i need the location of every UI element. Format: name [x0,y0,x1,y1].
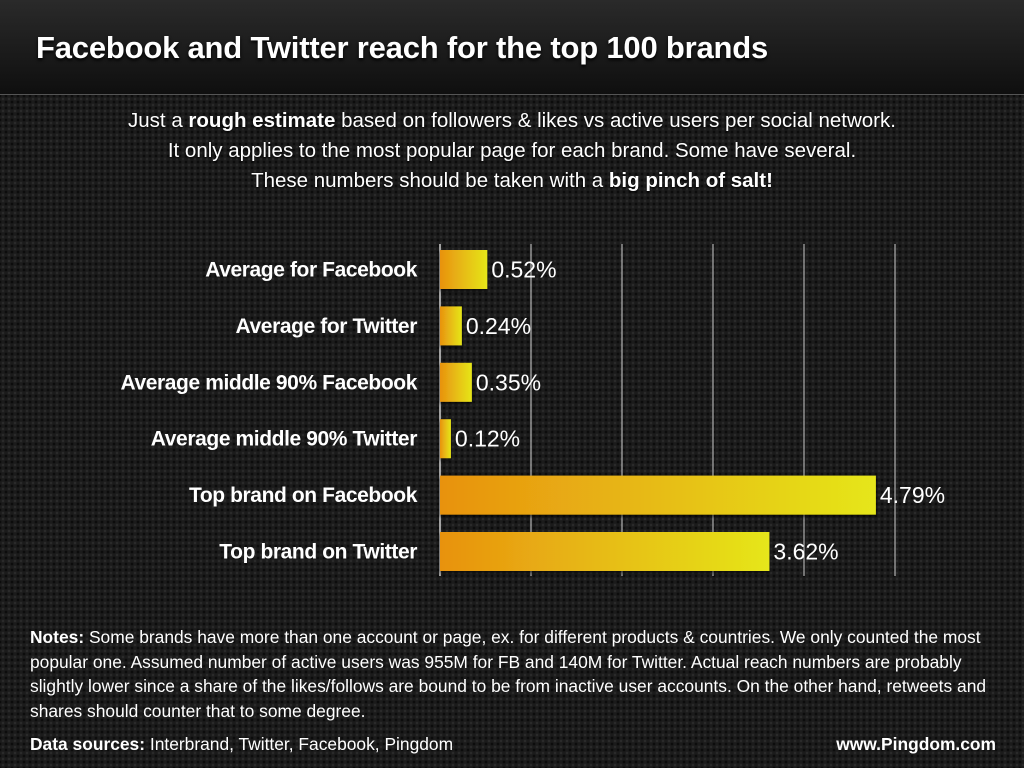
value-label: 0.35% [476,369,541,395]
bar [440,362,472,402]
notes-text: Some brands have more than one account o… [30,627,987,721]
value-label: 0.52% [491,257,556,283]
bar [440,475,876,515]
subtitle-line-3-pre: These numbers should be taken with a [251,169,609,192]
category-label: Average for Twitter [236,315,418,338]
category-label: Average for Facebook [205,259,418,282]
page-title: Facebook and Twitter reach for the top 1… [36,30,769,65]
category-label: Average middle 90% Twitter [151,428,417,451]
subtitle-line-1-post: based on followers & likes vs active use… [335,109,896,132]
subtitle-line-1: Just a rough estimate based on followers… [0,106,1024,136]
value-labels: 0.52% 0.24% 0.35% 0.12% 4.79% 3.62% [455,257,945,565]
subtitle-line-3-bold: big pinch of salt! [608,169,773,192]
grid-lines [439,244,896,576]
subtitle-line-1-bold: rough estimate [188,109,336,132]
title-bar: Facebook and Twitter reach for the top 1… [0,0,1024,95]
subtitle: Just a rough estimate based on followers… [0,106,1024,196]
bar [440,306,462,346]
category-label: Average middle 90% Facebook [120,371,417,394]
category-labels: Average for Facebook Average for Twitter A… [120,259,418,564]
subtitle-line-1-pre: Just a [128,109,189,132]
bar [440,250,488,289]
website-link[interactable]: www.Pingdom.com [836,734,996,754]
data-sources-text: Interbrand, Twitter, Facebook, Pingdom [145,734,454,754]
subtitle-line-2: It only applies to the most popular page… [167,139,857,162]
bars [440,250,876,571]
value-label: 3.62% [773,539,838,565]
notes: Notes: Some brands have more than one ac… [30,625,990,723]
category-label: Top brand on Facebook [189,484,418,507]
bar [440,532,770,571]
data-sources-label: Data sources: [30,734,146,754]
category-label: Top brand on Twitter [219,541,417,564]
value-label: 4.79% [880,482,945,508]
data-sources: Data sources: Interbrand, Twitter, Faceb… [30,734,453,755]
bar-chart: Average for Facebook Average for Twitter A… [120,244,945,576]
notes-label: Notes: [30,627,85,647]
bar [440,419,451,459]
value-label: 0.24% [466,313,531,339]
value-label: 0.12% [455,426,520,452]
subtitle-line-3: These numbers should be taken with a big… [0,166,1024,196]
